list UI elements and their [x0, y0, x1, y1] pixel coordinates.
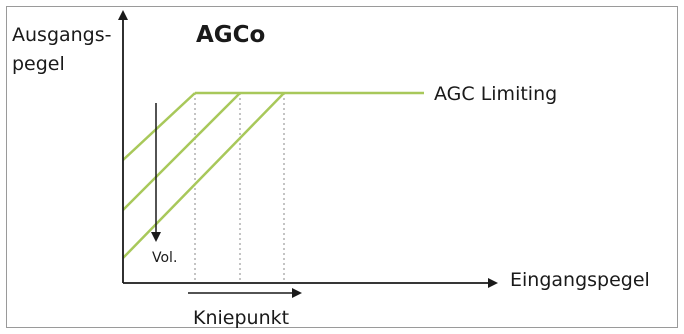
y-axis-label-line1: Ausgangs-	[12, 24, 112, 46]
diagram-title: AGCo	[196, 22, 266, 48]
knee-guides	[194, 93, 285, 283]
knee-point-label: Kniepunkt	[193, 307, 290, 329]
x-axis-label: Eingangspegel	[510, 269, 650, 291]
agc-curve-3	[122, 92, 285, 259]
axes	[118, 10, 498, 288]
volume-label: Vol.	[152, 250, 178, 266]
agc-curves	[122, 91, 424, 259]
y-axis-label-line2: pegel	[12, 53, 65, 75]
agc-curve-1	[122, 92, 196, 161]
diagram-frame	[6, 6, 678, 328]
agc-curve-2	[122, 92, 241, 211]
agc-limiting-label: AGC Limiting	[434, 83, 558, 105]
